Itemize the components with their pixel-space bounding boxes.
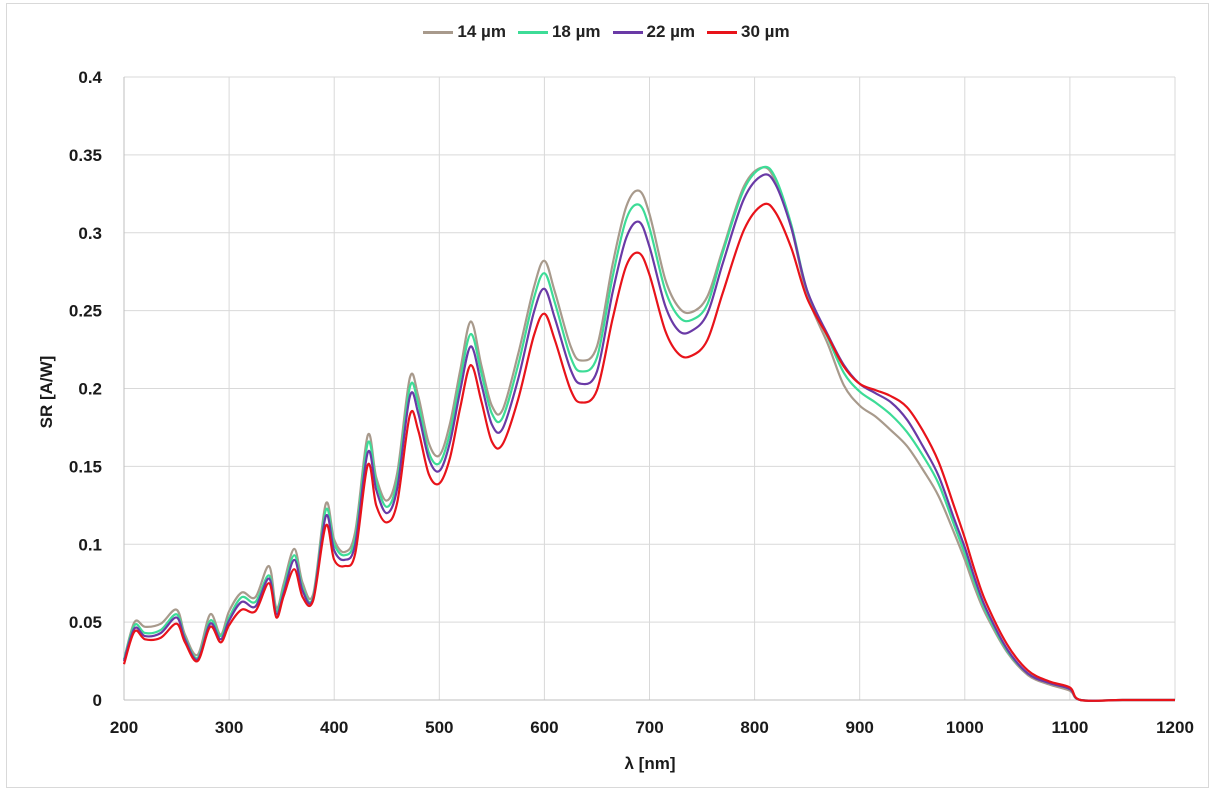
series-line-4 <box>122 202 1175 703</box>
x-axis-title: λ [nm] <box>625 754 676 773</box>
y-axis-title: SR [A/W] <box>37 356 56 429</box>
y-tick-label: 0.15 <box>69 457 102 476</box>
y-tick-label: 0 <box>93 691 102 710</box>
legend-label: 30 µm <box>741 22 790 41</box>
legend-label: 14 µm <box>457 22 506 41</box>
series-lines <box>122 165 1175 703</box>
x-tick-label: 400 <box>320 718 348 737</box>
y-tick-label: 0.05 <box>69 613 102 632</box>
legend-swatch <box>612 30 643 34</box>
legend-item: 14 µm <box>423 22 506 42</box>
x-tick-label: 500 <box>425 718 453 737</box>
y-tick-label: 0.3 <box>78 224 102 243</box>
legend-item: 30 µm <box>707 22 790 42</box>
chart-frame <box>6 3 1209 788</box>
y-tick-label: 0.2 <box>78 380 102 399</box>
legend-item: 22 µm <box>612 22 696 42</box>
legend-swatch <box>423 30 454 34</box>
x-tick-label: 1100 <box>1051 718 1088 737</box>
y-tick-label: 0.1 <box>78 535 102 554</box>
legend-item: 18 µm <box>517 22 601 42</box>
y-tick-label: 0.35 <box>69 146 102 165</box>
y-tick-label: 0.25 <box>69 302 102 321</box>
x-tick-label: 900 <box>846 718 874 737</box>
legend-swatch <box>517 30 548 34</box>
legend-label: 18 µm <box>551 22 601 41</box>
x-tick-label: 300 <box>215 718 243 737</box>
x-tick-label: 700 <box>635 718 663 737</box>
x-tick-label: 600 <box>530 718 558 737</box>
tick-labels: 200 300 400 500 600 700 800 900 1000 1100 1200 0 0.0… <box>69 68 1194 737</box>
x-tick-label: 1000 <box>946 718 984 737</box>
axes <box>123 77 1175 701</box>
y-tick-label: 0.4 <box>78 68 102 87</box>
x-tick-label: 800 <box>740 718 768 737</box>
x-tick-label: 1200 <box>1156 718 1194 737</box>
x-tick-label: 200 <box>110 718 138 737</box>
legend-label: 22 µm <box>646 22 696 41</box>
legend-swatch <box>707 30 738 34</box>
chart-legend: 14 µm 18 µm 22 µm 30 µm <box>0 22 1213 42</box>
